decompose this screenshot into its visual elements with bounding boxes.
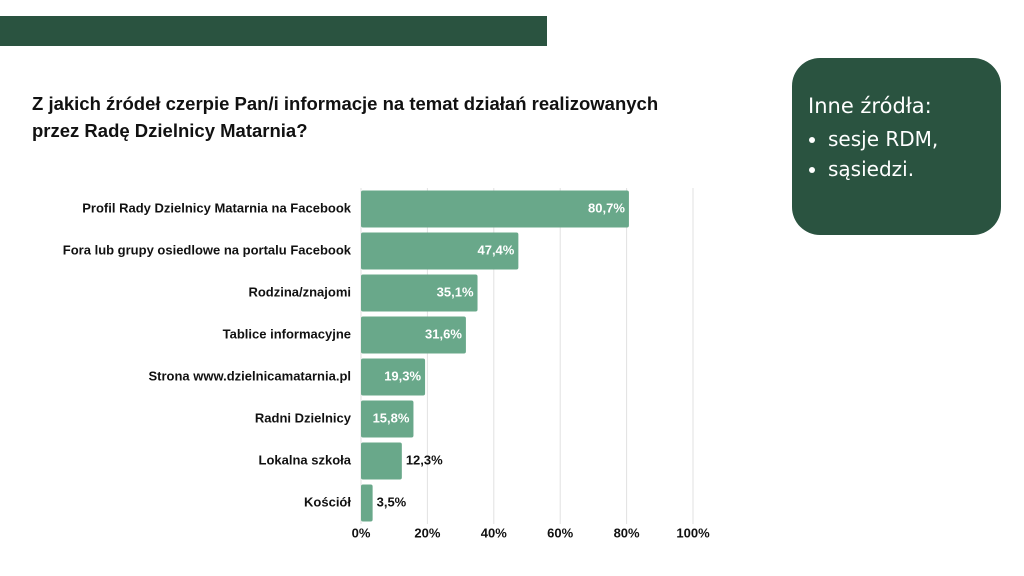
y-tick-label: Kościół [304, 494, 351, 509]
value-label: 15,8% [373, 410, 410, 425]
y-tick-label: Fora lub grupy osiedlowe na portalu Face… [63, 242, 352, 257]
y-tick-label: Strona www.dzielnicamatarnia.pl [148, 368, 351, 383]
value-label: 35,1% [437, 284, 474, 299]
value-label: 3,5% [377, 494, 407, 509]
bar [361, 358, 426, 396]
note-list: sesje RDM, sąsiedzi. [808, 124, 938, 184]
value-label: 19,3% [384, 368, 421, 383]
note-title: Inne źródła: [808, 94, 932, 118]
y-tick-label: Profil Rady Dzielnicy Matarnia na Facebo… [82, 200, 352, 215]
chart: 0% 20% 40% 60% 80% 100% Profil Rady Dzielnicy … [63, 188, 710, 540]
x-tick-label: 20% [414, 525, 440, 540]
value-label: 80,7% [588, 200, 625, 215]
bar [361, 316, 466, 354]
x-tick-label: 0% [352, 525, 371, 540]
note-item: sąsiedzi. [828, 154, 938, 184]
bar [361, 232, 519, 270]
y-tick-label: Radni Dzielnicy [255, 410, 352, 425]
bar [361, 400, 414, 438]
bar [361, 274, 478, 312]
value-label: 31,6% [425, 326, 462, 341]
x-tick-label: 80% [614, 525, 640, 540]
bar [361, 190, 629, 228]
y-tick-label: Tablice informacyjne [223, 326, 351, 341]
bar [361, 442, 402, 480]
y-tick-label: Rodzina/znajomi [248, 284, 351, 299]
top-band [0, 16, 547, 46]
bar [361, 484, 373, 522]
note-item: sesje RDM, [828, 124, 938, 154]
side-note: Inne źródła: sesje RDM, sąsiedzi. [792, 58, 1001, 235]
x-tick-label: 40% [481, 525, 507, 540]
value-label: 12,3% [406, 452, 443, 467]
value-label: 47,4% [477, 242, 514, 257]
x-tick-label: 60% [547, 525, 573, 540]
y-tick-label: Lokalna szkoła [259, 452, 352, 467]
x-tick-label: 100% [676, 525, 710, 540]
chart-title: Z jakich źródeł czerpie Pan/i informacje… [32, 93, 659, 141]
